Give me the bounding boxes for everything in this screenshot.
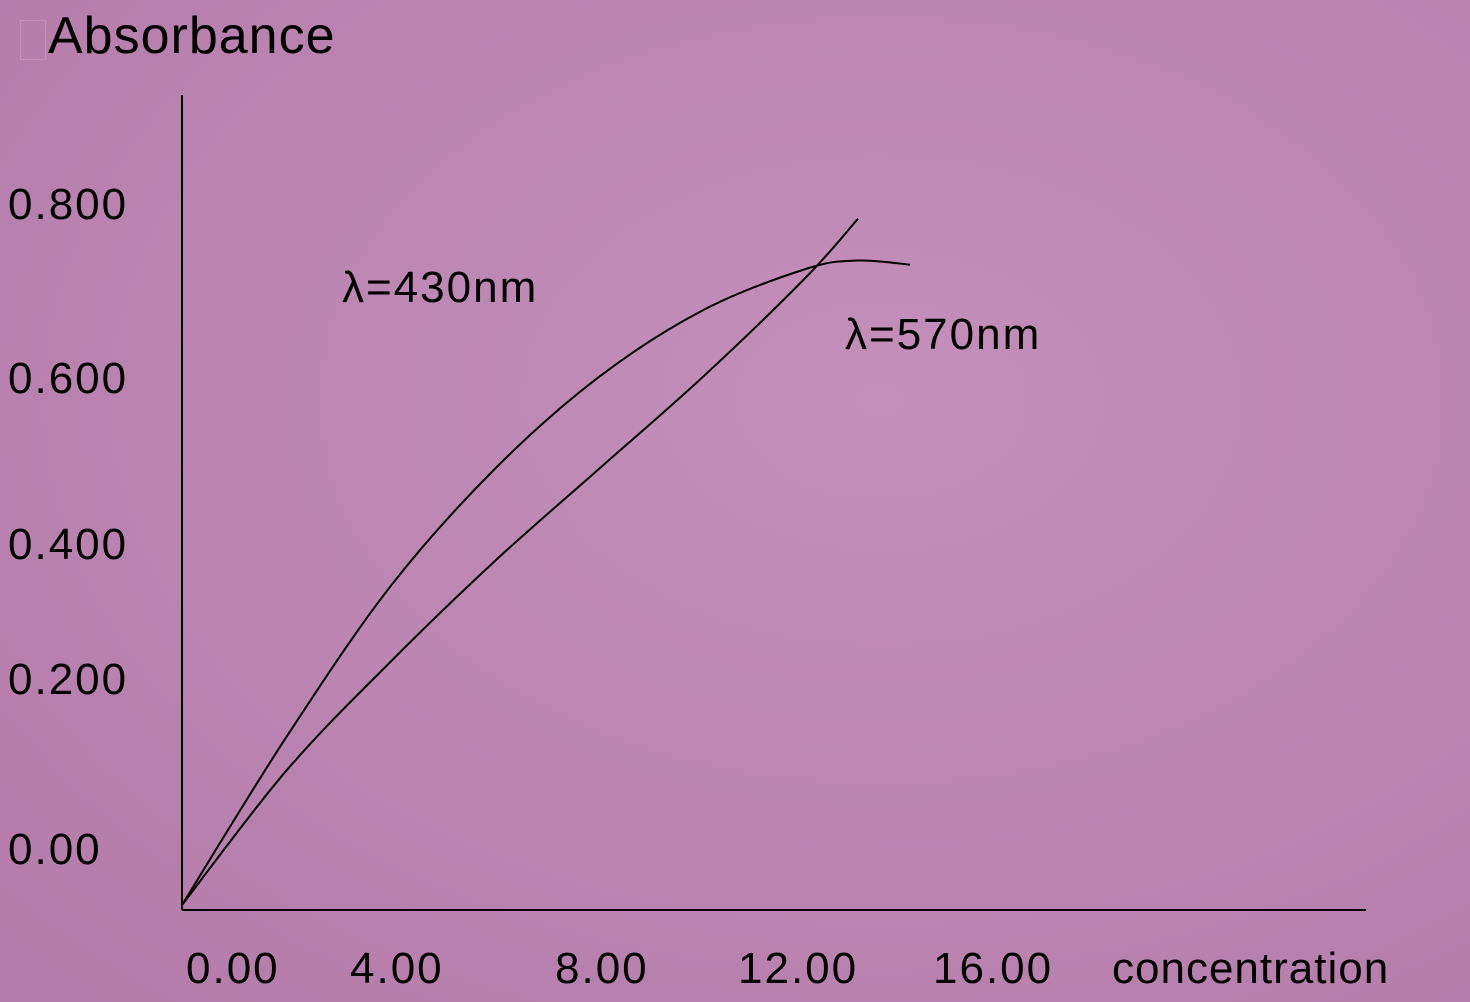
- y-tick-label: 0.200: [8, 655, 129, 704]
- y-tick-label: 0.800: [8, 180, 129, 229]
- series-label-570nm: λ=570nm: [845, 310, 1042, 359]
- y-tick-label: 0.600: [8, 354, 129, 403]
- x-tick-label: 8.00: [555, 944, 649, 993]
- x-tick-label: 12.00: [738, 944, 859, 993]
- y-axis-label: Absorbance: [48, 7, 336, 65]
- series-label-430nm: λ=430nm: [342, 263, 539, 312]
- y-tick-label: 0.400: [8, 520, 129, 569]
- y-tick-label: 0.00: [8, 825, 102, 874]
- series-line-430nm: [181, 259, 911, 906]
- x-tick-label: 16.00: [933, 944, 1054, 993]
- x-tick-label: 0.00: [186, 944, 280, 993]
- x-axis-label: concentration: [1112, 944, 1390, 993]
- x-tick-label: 4.00: [350, 944, 444, 993]
- series-line-570nm: [181, 217, 859, 906]
- bullet-placeholder-icon: [20, 20, 46, 60]
